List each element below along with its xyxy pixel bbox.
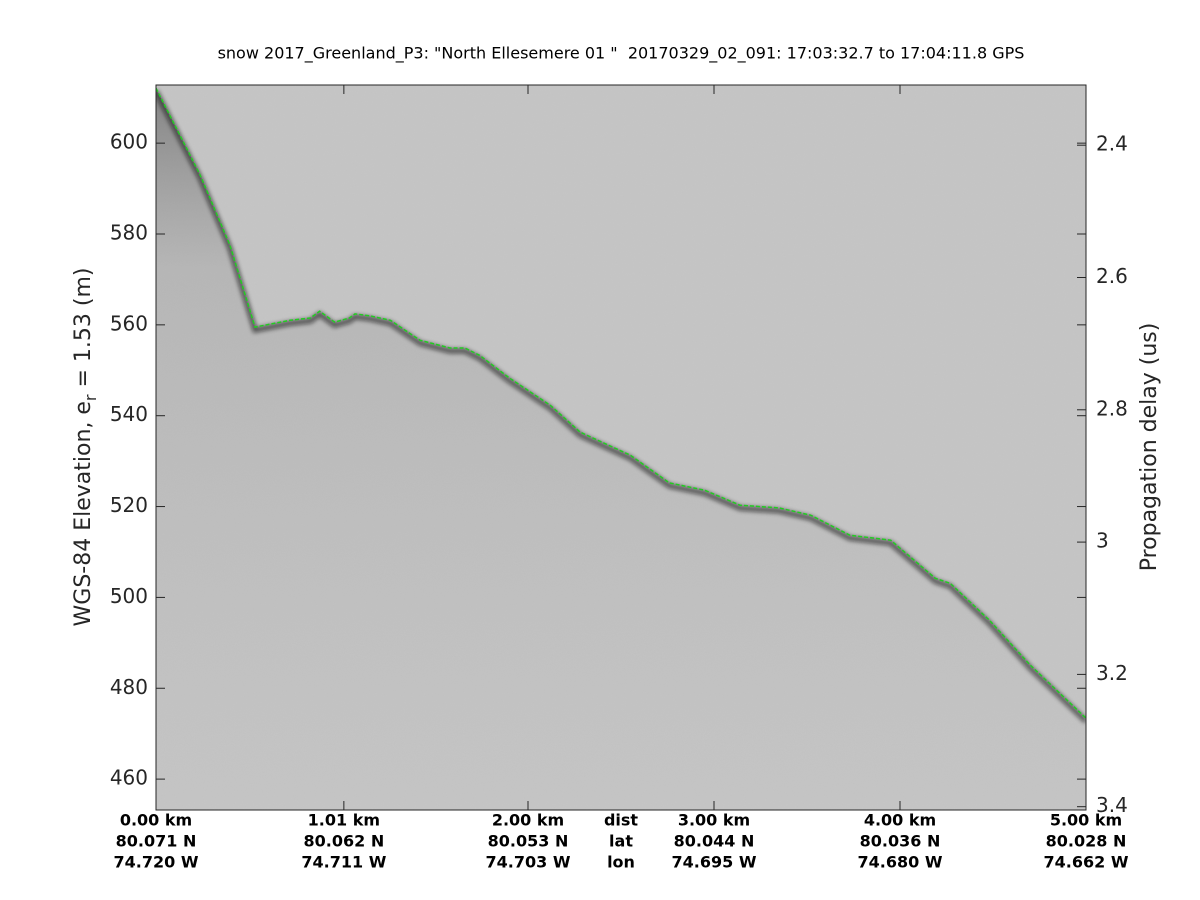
lat-label: 80.028 N (1046, 832, 1127, 851)
y2-tick-label: 3.4 (1096, 793, 1128, 817)
y-tick-label: 600 (110, 130, 148, 154)
subsurface-shade (156, 88, 1086, 810)
y-label-sub: r (81, 394, 100, 401)
plot-area (156, 87, 1086, 810)
row-label: lon (607, 853, 635, 872)
lon-label: 74.703 W (486, 853, 571, 872)
lon-label: 74.695 W (672, 853, 757, 872)
lat-label: 80.036 N (860, 832, 941, 851)
lat-label: 80.044 N (674, 832, 755, 851)
y-axis-label: WGS-84 Elevation, er = 1.53 (m) (71, 268, 100, 627)
y-tick-label: 460 (110, 766, 148, 790)
lat-label: 80.053 N (488, 832, 569, 851)
lat-label: 80.071 N (116, 832, 197, 851)
row-label: lat (609, 832, 633, 851)
y2-axis-label: Propagation delay (us) (1137, 323, 1162, 572)
lon-label: 74.662 W (1044, 853, 1129, 872)
x-tick-label: 2.00 km (492, 811, 564, 830)
surface-echo (156, 90, 1086, 724)
y-tick-label: 560 (110, 311, 148, 335)
y2-tick-label: 2.8 (1096, 396, 1128, 420)
x-tick-label: 5.00 km (1050, 811, 1122, 830)
y2-tick-label: 2.4 (1096, 132, 1128, 156)
y2-tick-label: 3.2 (1096, 661, 1128, 685)
lon-label: 74.711 W (301, 853, 386, 872)
y-tick-label: 520 (110, 493, 148, 517)
y-tick-label: 480 (110, 675, 148, 699)
x-tick-label: 4.00 km (864, 811, 936, 830)
lat-label: 80.062 N (304, 832, 385, 851)
y-tick-label: 500 (110, 584, 148, 608)
lon-label: 74.720 W (114, 853, 199, 872)
y-label-main: WGS-84 Elevation, e (71, 401, 96, 626)
chart-title: snow 2017_Greenland_P3: "North Ellesemer… (218, 44, 1025, 64)
y2-tick-label: 2.6 (1096, 264, 1128, 288)
row-label: dist (604, 811, 638, 830)
y-label-rest: = 1.53 (m) (71, 268, 96, 395)
x-tick-label: 3.00 km (678, 811, 750, 830)
plot-frame (155, 84, 1087, 811)
y2-tick-label: 3 (1096, 529, 1109, 553)
x-tick-label: 1.01 km (308, 811, 380, 830)
y-tick-label: 540 (110, 402, 148, 426)
surface-line (156, 87, 1086, 719)
lon-label: 74.680 W (858, 853, 943, 872)
y-tick-label: 580 (110, 220, 148, 244)
x-tick-label: 0.00 km (120, 811, 192, 830)
